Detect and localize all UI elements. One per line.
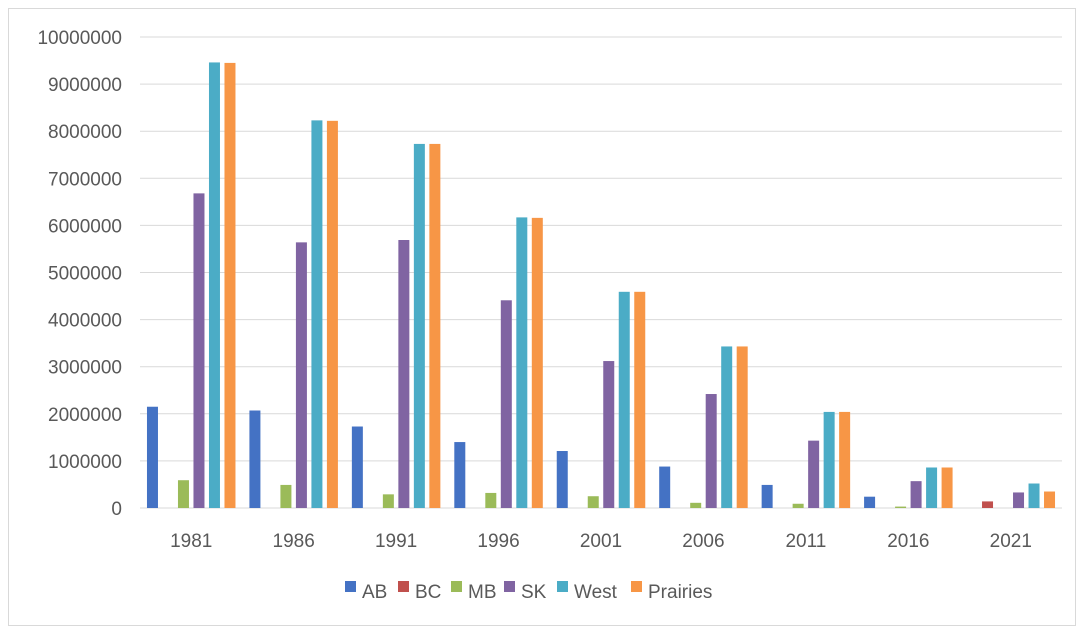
- bar-sk-2006: [705, 394, 717, 508]
- x-tick-label: 1986: [273, 531, 315, 552]
- legend-swatch: [398, 581, 409, 592]
- bar-ab-2011: [761, 484, 773, 508]
- bar-west-2016: [926, 467, 938, 508]
- bar-sk-1986: [295, 242, 307, 508]
- bar-ab-2001: [556, 451, 568, 508]
- legend-swatch: [345, 581, 356, 592]
- bar-prairies-2006: [736, 346, 748, 508]
- x-tick-label: 2006: [682, 531, 724, 552]
- bar-ab-2006: [659, 466, 671, 508]
- gridlines: [140, 36, 1062, 509]
- x-tick-label: 2021: [990, 531, 1032, 552]
- x-tick-label: 2011: [785, 531, 826, 552]
- y-tick-label: 1000000: [48, 452, 122, 473]
- y-tick-label: 5000000: [48, 264, 122, 285]
- bar-ab-1991: [351, 426, 363, 508]
- bar-prairies-1981: [224, 62, 236, 508]
- bar-prairies-2016: [941, 467, 953, 508]
- legend: AB BC MB SK West Prairies: [345, 581, 712, 603]
- bar-prairies-1991: [429, 143, 441, 509]
- bar-prairies-2001: [634, 291, 646, 508]
- y-tick-label: 7000000: [48, 169, 122, 190]
- bar-west-1996: [516, 217, 528, 508]
- bar-prairies-2021: [1044, 491, 1056, 508]
- bar-ab-1996: [454, 442, 466, 508]
- bar-mb-1996: [485, 492, 497, 508]
- legend-label: MB: [468, 582, 497, 603]
- legend-item-ab: AB: [345, 581, 387, 603]
- legend-swatch: [631, 581, 642, 592]
- y-tick-label: 2000000: [48, 405, 122, 426]
- legend-item-west: West: [557, 581, 618, 603]
- legend-item-bc: BC: [398, 581, 441, 603]
- bar-mb-2016: [895, 506, 907, 508]
- y-tick-label: 6000000: [48, 216, 122, 237]
- y-tick-label: 9000000: [48, 75, 122, 96]
- bar-west-1986: [311, 120, 323, 508]
- legend-item-prairies: Prairies: [631, 581, 712, 603]
- x-tick-label: 1991: [375, 531, 417, 552]
- x-axis-labels: 1981 1986 1991 1996 2001 2006 2011 2016 2021: [170, 531, 1032, 552]
- bars: [146, 62, 1056, 509]
- bar-ab-1986: [249, 410, 261, 508]
- y-tick-label: 10000000: [37, 28, 122, 49]
- legend-label: West: [574, 582, 618, 603]
- x-tick-label: 1996: [477, 531, 519, 552]
- bar-west-2011: [823, 411, 835, 508]
- legend-item-sk: SK: [504, 581, 547, 603]
- legend-swatch: [504, 581, 515, 592]
- bar-ab-1981: [146, 406, 158, 508]
- legend-label: BC: [415, 582, 441, 603]
- bar-mb-1986: [280, 484, 292, 508]
- y-tick-label: 3000000: [48, 358, 122, 379]
- bar-sk-2011: [808, 440, 820, 508]
- bar-mb-2001: [587, 496, 599, 508]
- bar-sk-2016: [910, 481, 922, 508]
- bar-sk-2021: [1013, 492, 1025, 508]
- bar-prairies-2011: [839, 411, 851, 508]
- x-tick-label: 2001: [580, 531, 622, 552]
- y-axis-labels: 0 1000000 2000000 3000000 4000000 5000000 6000…: [37, 28, 122, 520]
- bar-west-2001: [618, 291, 630, 508]
- bar-sk-1991: [398, 240, 410, 508]
- bar-prairies-1996: [531, 217, 543, 508]
- legend-label: Prairies: [648, 582, 712, 603]
- bar-sk-2001: [603, 361, 615, 508]
- bar-mb-1991: [382, 494, 394, 508]
- y-tick-label: 8000000: [48, 122, 122, 143]
- bar-mb-1981: [177, 480, 189, 508]
- bar-mb-2011: [792, 503, 804, 508]
- bar-sk-1981: [193, 193, 205, 508]
- bar-bc-2021: [982, 501, 994, 508]
- y-tick-label: 0: [111, 499, 122, 520]
- bar-mb-2006: [690, 502, 702, 508]
- legend-swatch: [557, 581, 568, 592]
- legend-swatch: [451, 581, 462, 592]
- legend-label: SK: [521, 582, 547, 603]
- legend-item-mb: MB: [451, 581, 497, 603]
- bar-west-1991: [413, 143, 425, 509]
- bar-west-2021: [1028, 483, 1040, 508]
- bar-sk-1996: [500, 300, 512, 508]
- bar-west-1981: [208, 62, 220, 509]
- bar-ab-2016: [864, 496, 876, 508]
- x-tick-label: 1981: [170, 531, 212, 552]
- legend-label: AB: [362, 582, 387, 603]
- y-tick-label: 4000000: [48, 311, 122, 332]
- bar-west-2006: [721, 346, 733, 508]
- x-tick-label: 2016: [887, 531, 929, 552]
- bar-prairies-1986: [326, 120, 338, 508]
